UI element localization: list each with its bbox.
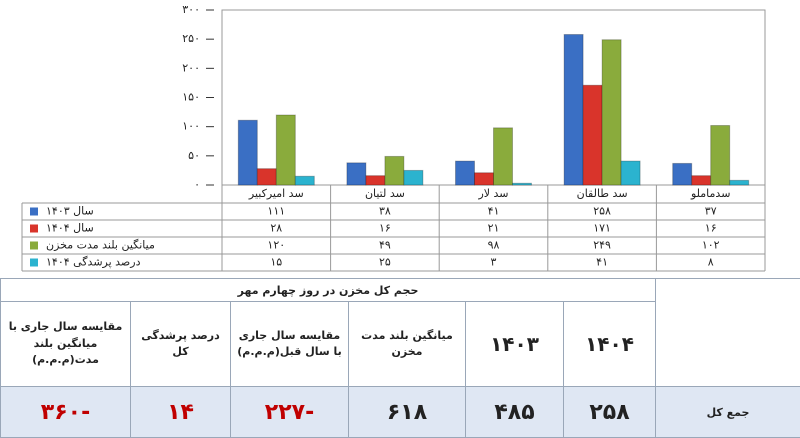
column-header: درصد پرشدگی کل (130, 301, 232, 387)
bar (672, 162, 693, 186)
data-label: ۲۵ (379, 256, 391, 269)
legend-label: درصد پرشدگی ۱۴۰۴ (46, 256, 141, 269)
bar (455, 160, 475, 186)
bar (601, 39, 622, 186)
y-tick-label: ۱۰۰ (182, 120, 200, 133)
data-label: ۴۹ (379, 239, 391, 252)
x-tick-label: سد امیرکبیر (248, 187, 304, 200)
bar (563, 34, 584, 186)
bar (346, 162, 367, 186)
column-header: ۱۴۰۳ (465, 301, 565, 387)
legend-swatch (30, 258, 38, 267)
bar (493, 127, 513, 186)
summary-table: حجم کل مخزن در روز چهارم مهر ۱۴۰۴ ۱۴۰۳ م… (0, 278, 800, 438)
bar (294, 175, 315, 186)
column-header: ۱۴۰۴ (563, 301, 657, 387)
data-label: ۱۶ (705, 222, 717, 235)
data-label: ۲۴۹ (593, 239, 611, 252)
data-label: ۲۸ (270, 222, 282, 235)
data-label: ۳۸ (379, 205, 391, 218)
bar (691, 175, 712, 186)
bar (237, 119, 258, 186)
bar (512, 182, 532, 186)
data-label: ۲۵۸ (593, 205, 611, 218)
bar (729, 179, 750, 186)
y-tick-label: ۲۰۰ (182, 61, 200, 74)
row-label: جمع کل (655, 386, 800, 438)
column-header: میانگین بلند مدت مخزن (348, 301, 467, 387)
chart: ۰ ۵۰ ۱۰۰ ۱۵۰ ۲۰۰ ۲۵۰ ۳۰۰ سد امیرکبیر سد لتیان سد … (21, 3, 766, 272)
x-tick-label: سدماملو (690, 187, 730, 200)
data-label: ۳۷ (705, 205, 717, 218)
data-label: ۱۶ (379, 222, 391, 235)
cell: ۱۴ (130, 386, 232, 438)
data-label: ۱۵ (270, 256, 282, 269)
y-tick-label: ۲۵۰ (182, 32, 200, 45)
bar (275, 114, 296, 186)
bar (620, 160, 641, 186)
cell: ۶۱۸ (348, 386, 467, 438)
data-label: ۴۱ (488, 205, 500, 218)
cell: ۴۸۵ (465, 386, 565, 438)
bar (710, 125, 731, 186)
column-header: مقایسه سال جاری با سال قبل(م.م.م) (230, 301, 350, 387)
table-title: حجم کل مخزن در روز چهارم مهر (0, 278, 657, 302)
data-label: ۲۱ (488, 222, 500, 235)
data-label: ۱۱۱ (267, 205, 285, 218)
data-label: ۱۷۱ (593, 222, 611, 235)
legend-swatch (30, 207, 38, 216)
data-label: ۴۱ (596, 256, 608, 269)
bar (582, 84, 603, 186)
data-label: ۳ (491, 256, 497, 269)
y-tick-label: ۳۰۰ (182, 3, 200, 16)
x-tick-label: سد لتیان (365, 187, 405, 200)
bar (365, 175, 386, 186)
legend-label: سال ۱۴۰۳ (46, 205, 94, 218)
blank-cell (655, 278, 800, 387)
data-label: ۸ (708, 256, 714, 269)
column-header: مقایسه سال جاری با میانگین بلند مدت(م.م.… (0, 301, 132, 387)
y-tick-label: ۰ (194, 178, 200, 191)
cell: ۲۵۸ (563, 386, 657, 438)
legend-swatch (30, 241, 38, 250)
legend-label: میانگین بلند مدت مخزن (46, 239, 155, 252)
y-tick-label: ۱۵۰ (182, 91, 200, 104)
cell: -۲۲۷ (230, 386, 350, 438)
bar (474, 172, 494, 186)
bar (403, 169, 424, 186)
data-label: ۱۰۲ (702, 239, 720, 252)
legend-swatch (30, 224, 38, 233)
data-label: ۱۲۰ (267, 239, 285, 252)
y-tick-label: ۵۰ (188, 149, 200, 162)
bar (256, 168, 277, 186)
data-label: ۹۸ (488, 239, 500, 252)
bar (384, 155, 405, 186)
cell: -۳۶۰ (0, 386, 132, 438)
legend-label: سال ۱۴۰۴ (46, 222, 94, 235)
x-tick-label: سد لار (477, 187, 508, 200)
x-tick-label: سد طالقان (577, 187, 628, 200)
